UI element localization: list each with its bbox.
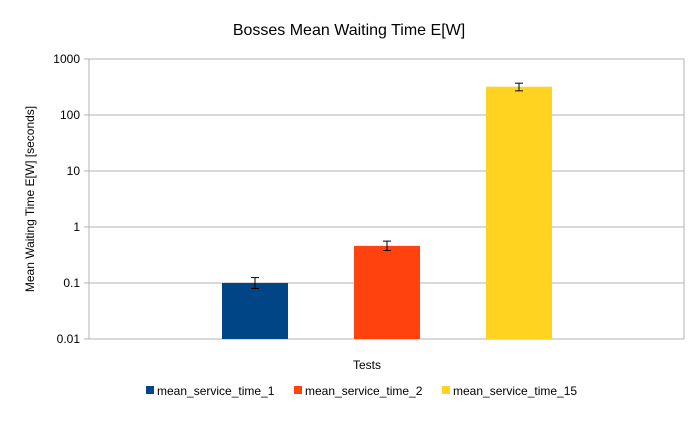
x-axis-label: Tests xyxy=(353,358,381,372)
legend-label: mean_service_time_1 xyxy=(157,384,275,398)
y-axis-label: Mean Waiting Time E[W] [seconds] xyxy=(23,106,37,292)
y-tick-label: 0.1 xyxy=(63,276,80,290)
y-tick-label: 10 xyxy=(67,164,81,178)
y-axis-ticks: 0.01 0.1 1 10 100 1000 xyxy=(53,52,89,346)
y-tick-label: 1 xyxy=(73,220,80,234)
legend: mean_service_time_1 mean_service_time_2 me… xyxy=(146,384,577,398)
y-tick-label: 0.01 xyxy=(57,332,81,346)
legend-label: mean_service_time_15 xyxy=(453,384,577,398)
y-tick-label: 100 xyxy=(60,108,80,122)
bar-mean_service_time_15 xyxy=(486,86,552,339)
y-tick-label: 1000 xyxy=(53,52,80,66)
error-bars xyxy=(251,82,523,289)
bar-mean_service_time_1 xyxy=(222,283,288,339)
chart-title: Bosses Mean Waiting Time E[W] xyxy=(233,22,465,39)
legend-swatch-mean_service_time_1 xyxy=(146,386,154,394)
legend-swatch-mean_service_time_2 xyxy=(294,386,302,394)
legend-swatch-mean_service_time_15 xyxy=(442,386,450,394)
bar-mean_service_time_2 xyxy=(354,245,420,339)
bars xyxy=(222,86,552,339)
legend-label: mean_service_time_2 xyxy=(305,384,423,398)
